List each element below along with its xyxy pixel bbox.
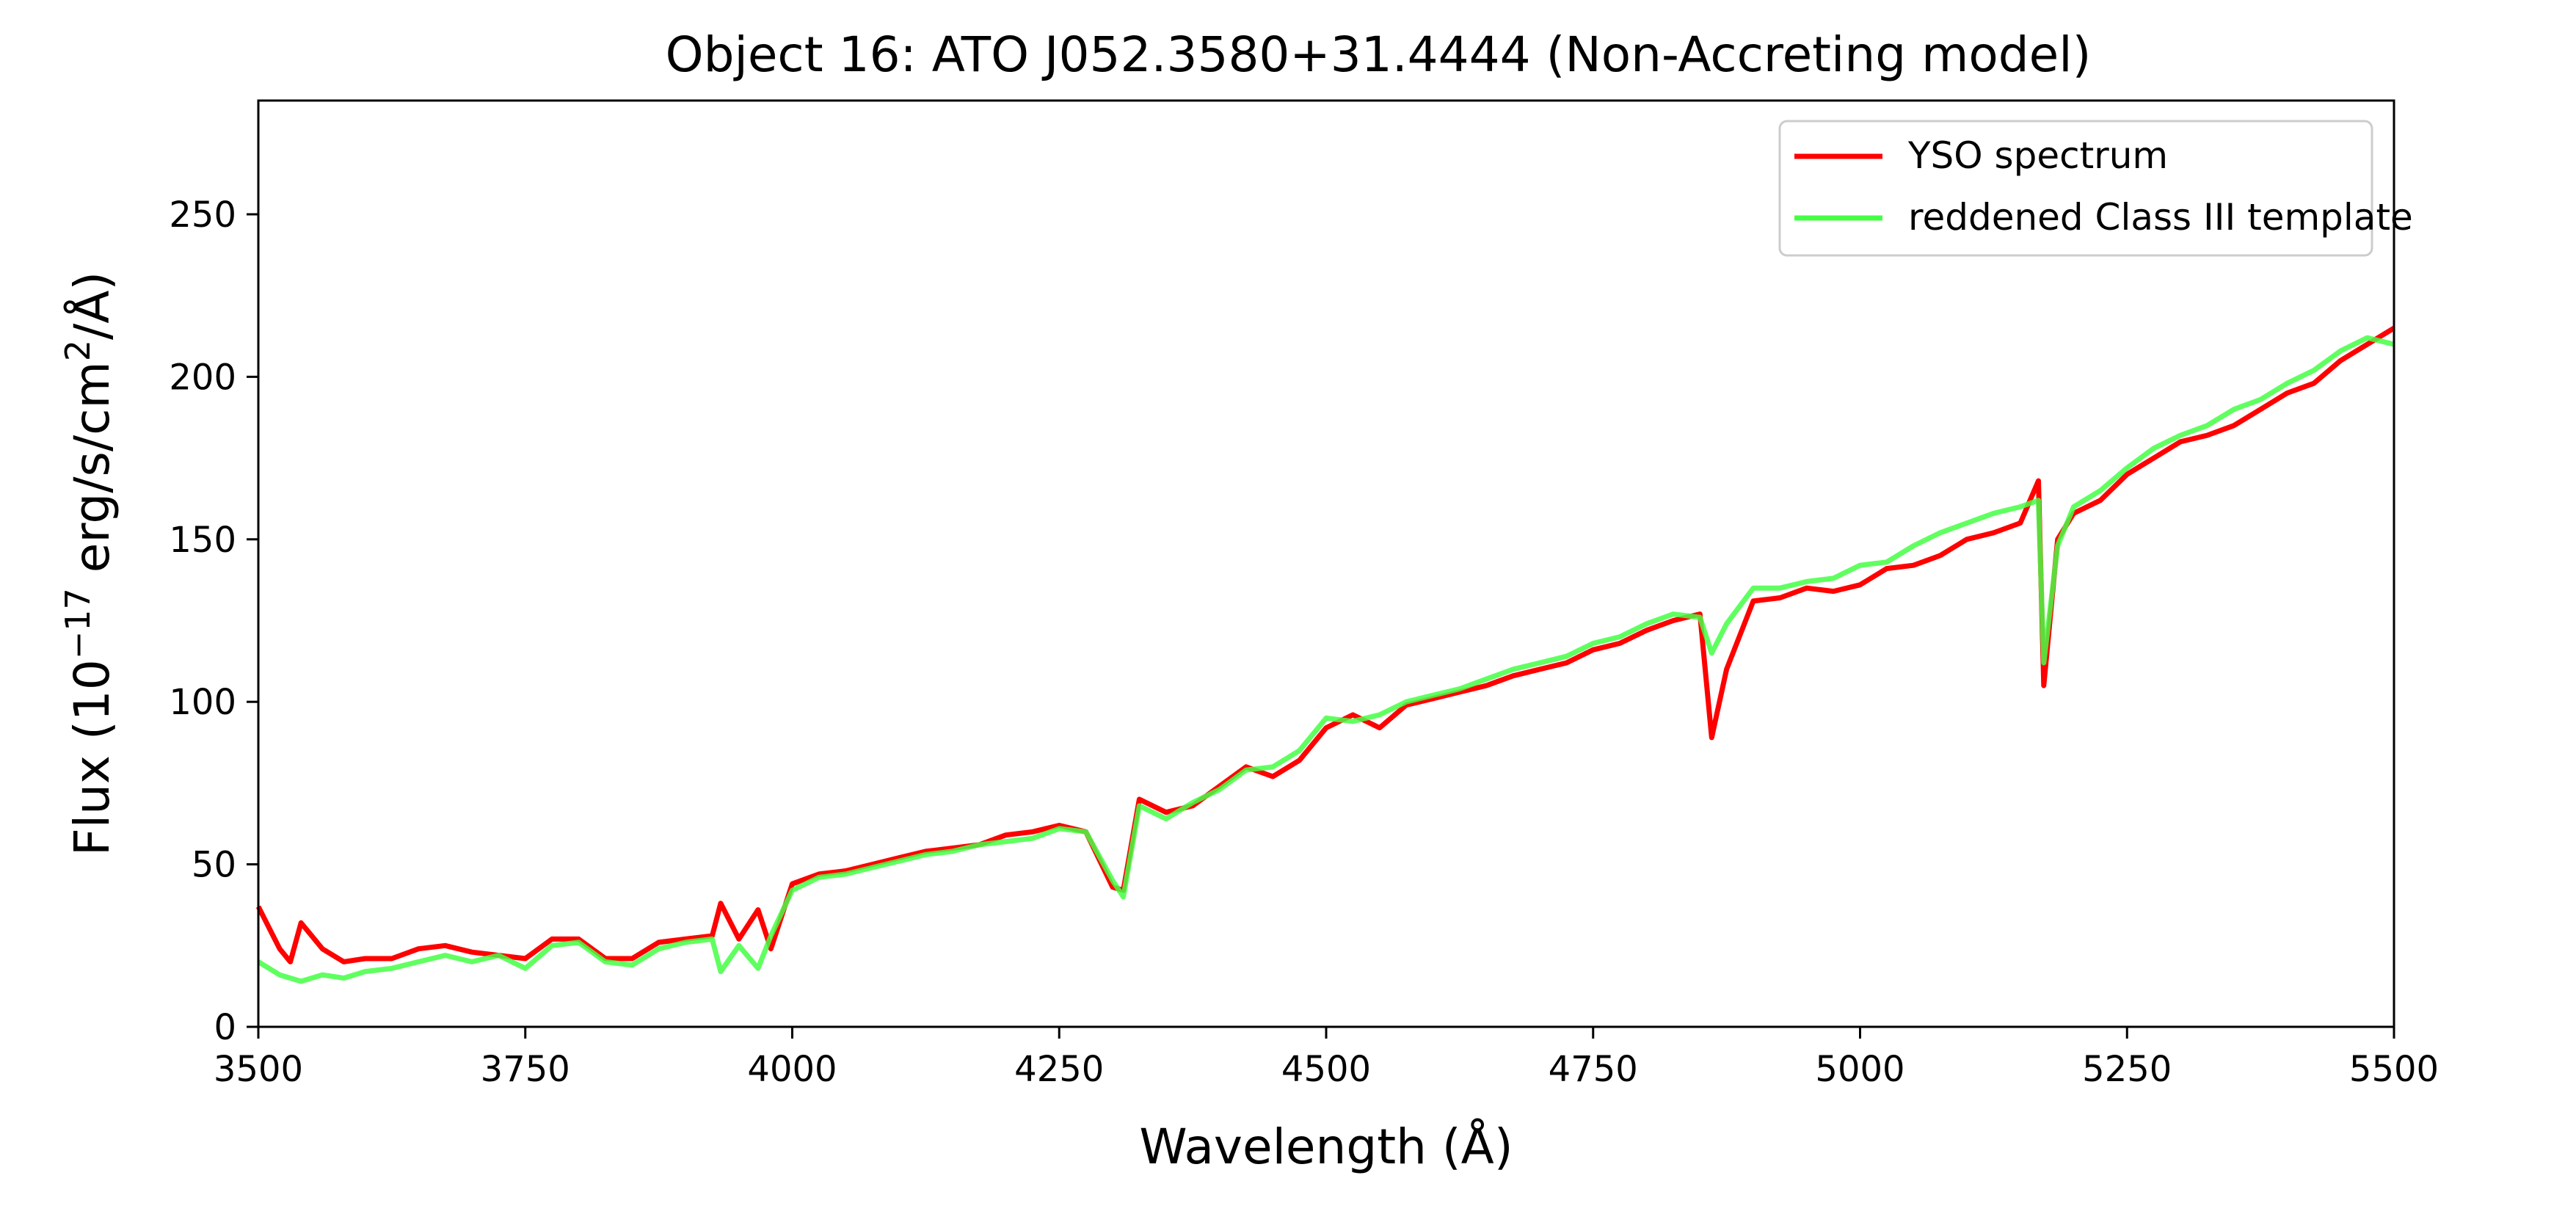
x-tick-label: 4500 bbox=[1281, 1049, 1371, 1090]
y-tick-label: 100 bbox=[169, 682, 236, 723]
x-axis-label: Wavelength (Å) bbox=[1139, 1119, 1513, 1175]
y-axis-label: Flux (10−17 erg/s/cm2/Å) bbox=[58, 272, 120, 856]
legend-label-template: reddened Class III template bbox=[1908, 196, 2413, 239]
x-tick-label: 5000 bbox=[1815, 1049, 1904, 1090]
legend-box bbox=[1778, 120, 2373, 257]
y-tick-label: 150 bbox=[169, 520, 236, 561]
x-tick-label: 3500 bbox=[214, 1049, 303, 1090]
plot-marks bbox=[255, 326, 2395, 984]
x-tick-label: 4250 bbox=[1014, 1049, 1104, 1090]
y-tick-label: 50 bbox=[192, 845, 236, 886]
series-line-class-iii-template bbox=[257, 335, 2395, 984]
chart-title: Object 16: ATO J052.3580+31.4444 (Non-Ac… bbox=[666, 26, 2092, 83]
x-tick-label: 5250 bbox=[2082, 1049, 2172, 1090]
x-axis: 3500 3750 4000 4250 4500 4750 5000 5250 5500 bbox=[214, 1027, 2439, 1090]
x-tick-label: 4750 bbox=[1549, 1049, 1638, 1090]
y-tick-label: 200 bbox=[169, 357, 236, 398]
legend: YSO spectrum reddened Class III template bbox=[1778, 120, 2413, 257]
series-line-yso-spectrum bbox=[255, 326, 2395, 964]
y-tick-label: 250 bbox=[169, 195, 236, 236]
y-tick-label: 0 bbox=[214, 1007, 236, 1048]
y-axis: 0 50 100 150 200 250 bbox=[169, 195, 258, 1048]
x-tick-label: 3750 bbox=[481, 1049, 570, 1090]
x-tick-label: 5500 bbox=[2349, 1049, 2439, 1090]
legend-label-yso: YSO spectrum bbox=[1907, 134, 2168, 177]
x-tick-label: 4000 bbox=[747, 1049, 837, 1090]
